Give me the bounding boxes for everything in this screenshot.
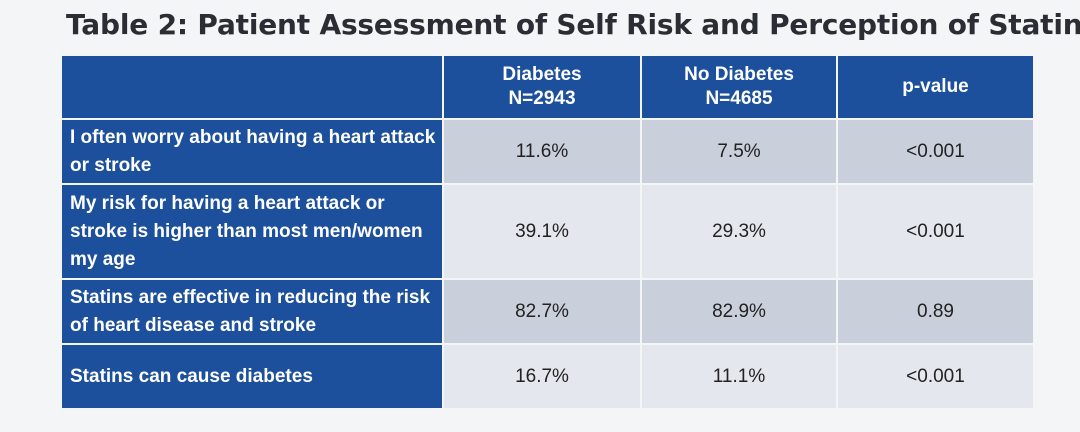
p-value: <0.001 [838, 120, 1033, 183]
header-diabetes-label: Diabetes [502, 64, 582, 85]
table-row: Statins are effective in reducing the ri… [62, 280, 1033, 343]
p-value: <0.001 [838, 345, 1033, 408]
no-diabetes-value: 29.3% [642, 185, 836, 278]
table-row: My risk for having a heart attack or str… [62, 185, 1033, 278]
header-no-diabetes: No Diabetes N=4685 [642, 56, 836, 118]
row-label: My risk for having a heart attack or str… [62, 185, 442, 278]
p-value: <0.001 [838, 185, 1033, 278]
no-diabetes-value: 82.9% [642, 280, 836, 343]
row-label: I often worry about having a heart attac… [62, 120, 442, 183]
diabetes-value: 11.6% [444, 120, 640, 183]
diabetes-value: 82.7% [444, 280, 640, 343]
header-blank-cell [62, 56, 442, 118]
table-row: Statins can cause diabetes 16.7% 11.1% <… [62, 345, 1033, 408]
header-no-diabetes-label: No Diabetes [684, 64, 794, 85]
table-row: I often worry about having a heart attac… [62, 120, 1033, 183]
header-p-value: p-value [838, 56, 1033, 118]
no-diabetes-value: 11.1% [642, 345, 836, 408]
row-label: Statins can cause diabetes [62, 345, 442, 408]
header-diabetes-count: N=2943 [508, 88, 576, 109]
diabetes-value: 16.7% [444, 345, 640, 408]
assessment-table: Diabetes N=2943 No Diabetes N=4685 p-val… [60, 54, 1035, 410]
row-label: Statins are effective in reducing the ri… [62, 280, 442, 343]
header-diabetes: Diabetes N=2943 [444, 56, 640, 118]
header-no-diabetes-count: N=4685 [705, 88, 773, 109]
table-title: Table 2: Patient Assessment of Self Risk… [66, 8, 1080, 41]
diabetes-value: 39.1% [444, 185, 640, 278]
no-diabetes-value: 7.5% [642, 120, 836, 183]
p-value: 0.89 [838, 280, 1033, 343]
header-row: Diabetes N=2943 No Diabetes N=4685 p-val… [62, 56, 1033, 118]
